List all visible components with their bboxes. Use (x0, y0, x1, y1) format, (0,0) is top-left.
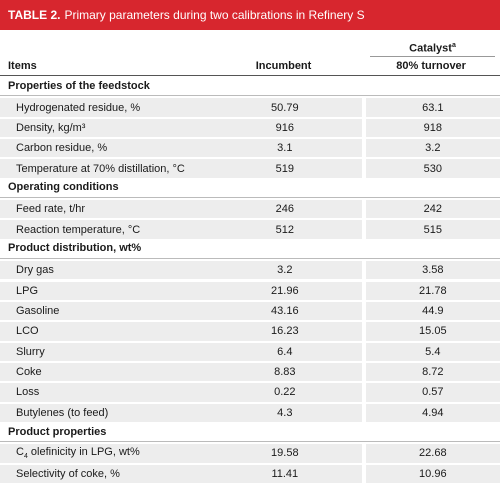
data-row: Density, kg/m³ 916 918 (0, 116, 500, 138)
cell-value: 530 (361, 159, 500, 178)
item-label: Carbon residue, % (16, 142, 108, 155)
item-label: Density, kg/m³ (16, 121, 86, 134)
cell-value: 3.1 (277, 142, 293, 155)
cell-value: 19.58 (271, 447, 299, 460)
section-title: Product properties (8, 425, 107, 438)
label-sub: 4 (23, 453, 28, 461)
data-row: LPG 21.96 21.78 (0, 279, 500, 300)
section-title: Operating conditions (8, 181, 119, 194)
data-row: Gasoline 43.16 44.9 (0, 299, 500, 321)
cell-value: 8.72 (361, 362, 500, 382)
title-bar: TABLE 2. Primary parameters during two ca… (0, 0, 500, 30)
column-header: Incumbent (255, 60, 312, 72)
item-label: Feed rate, t/hr (16, 203, 86, 216)
section-row: Operating conditions (0, 178, 500, 199)
data-row: Reaction temperature, °C 512 515 (0, 218, 500, 239)
item-label: Butylenes (to feed) (16, 406, 109, 419)
cell-value: 918 (361, 118, 500, 138)
data-row: Selectivity of coke, % 11.41 10.96 (0, 462, 500, 483)
cell-value: 515 (361, 220, 500, 239)
cell-value: 0.22 (274, 386, 296, 399)
cell-value: 916 (275, 121, 294, 134)
cell-value: 519 (275, 162, 294, 175)
cell-value: 3.2 (361, 139, 500, 158)
cell-value: 5.4 (361, 342, 500, 361)
cell-value: 3.2 (277, 264, 293, 277)
item-label: Loss (16, 386, 40, 399)
cell-value: 4.94 (361, 403, 500, 422)
cell-value: 242 (361, 200, 500, 219)
cell-value: 44.9 (361, 301, 500, 321)
section-title: Product distribution, wt% (8, 242, 142, 255)
section-row: Product distribution, wt% (0, 239, 500, 260)
cell-value: 246 (275, 203, 294, 216)
data-row: Slurry 6.4 5.4 (0, 340, 500, 361)
cell-value: 10.96 (361, 464, 500, 483)
cell-value: 15.05 (361, 322, 500, 341)
group-header: Catalysta (370, 37, 495, 57)
item-label: Selectivity of coke, % (16, 467, 120, 480)
cell-value: 50.79 (271, 101, 299, 114)
item-label: LCO (16, 325, 39, 338)
data-row: Loss 0.22 0.57 (0, 381, 500, 402)
section-title: Properties of the feedstock (8, 79, 150, 92)
group-text: Catalyst (409, 42, 452, 55)
cell-value: 4.3 (277, 406, 293, 419)
cell-value: 21.96 (271, 284, 299, 297)
cell-value: 22.68 (361, 444, 500, 463)
label-text: olefinicity in LPG, wt% (27, 446, 140, 459)
data-row: Carbon residue, % 3.1 3.2 (0, 137, 500, 158)
cell-value: 16.23 (271, 325, 299, 338)
cell-value: 11.41 (271, 467, 299, 480)
table-label: TABLE 2. (8, 8, 61, 22)
data-row: C4 olefinicity in LPG, wt% 19.58 22.68 (0, 442, 500, 463)
table-title: Primary parameters during two calibratio… (64, 8, 365, 22)
cell-value: 8.83 (274, 366, 296, 379)
column-header: 80% turnover (396, 60, 466, 72)
column-headers: Items Incumbent 80% turnover (0, 57, 500, 76)
item-label: Reaction temperature, °C (16, 223, 141, 236)
data-row: Hydrogenated residue, % 50.79 63.1 (0, 96, 500, 117)
cell-value: 0.57 (361, 383, 500, 402)
cell-value: 21.78 (361, 281, 500, 300)
item-label: Coke (16, 366, 42, 379)
item-label: Hydrogenated residue, % (16, 101, 141, 114)
section-row: Properties of the feedstock (0, 76, 500, 97)
data-row: Coke 8.83 8.72 (0, 360, 500, 382)
label-text: C (16, 446, 24, 459)
cell-value: 6.4 (277, 345, 293, 358)
item-label: Slurry (16, 345, 45, 358)
cell-value: 63.1 (361, 98, 500, 117)
cell-value: 512 (275, 223, 294, 236)
section-row: Product properties (0, 422, 500, 443)
data-row: Dry gas 3.2 3.58 (0, 259, 500, 280)
item-label: C4 olefinicity in LPG, wt% (0, 446, 208, 460)
item-label: Dry gas (16, 264, 54, 277)
item-label: Temperature at 70% distillation, °C (16, 162, 185, 175)
group-sup: a (451, 42, 456, 49)
cell-value: 43.16 (271, 305, 299, 318)
data-row: Butylenes (to feed) 4.3 4.94 (0, 401, 500, 422)
data-row: Temperature at 70% distillation, °C 519 53… (0, 157, 500, 178)
data-row: Feed rate, t/hr 246 242 (0, 198, 500, 219)
column-header: Items (8, 60, 37, 72)
data-row: LCO 16.23 15.05 (0, 320, 500, 341)
item-label: LPG (16, 284, 39, 297)
item-label: Gasoline (16, 305, 60, 318)
cell-value: 3.58 (361, 261, 500, 280)
